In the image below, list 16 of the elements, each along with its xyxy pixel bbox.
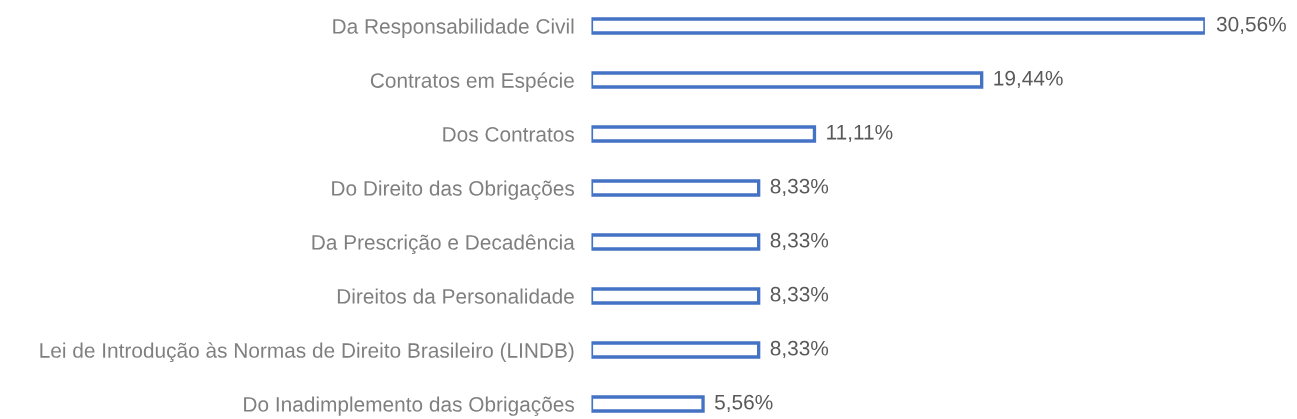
data-label: 8,33% — [770, 232, 829, 251]
data-label: 8,33% — [770, 286, 829, 305]
y-tick-label: Do Direito das Obrigações — [332, 180, 575, 200]
y-tick-label: Da Prescrição e Decadência — [312, 234, 575, 254]
data-label: 8,33% — [770, 340, 829, 359]
data-label: 11,11% — [827, 124, 893, 143]
data-label: 8,33% — [770, 178, 829, 197]
y-tick-label: Lei de Introdução às Normas de Direito Brasileiro (LINDB) — [40, 342, 574, 363]
y-tick-label: Direitos da Personalidade — [337, 288, 574, 304]
data-label: 19,44% — [994, 70, 1063, 89]
y-tick-label: Da Responsabilidade Civil — [333, 18, 574, 38]
data-label: 30,56% — [1216, 16, 1286, 35]
y-tick-label: Do Inadimplemento das Obrigações — [244, 396, 575, 416]
y-tick-label: Dos Contratos — [443, 127, 575, 142]
data-label: 5,56% — [714, 394, 773, 413]
y-tick-label: Contratos em Espécie — [370, 72, 574, 92]
